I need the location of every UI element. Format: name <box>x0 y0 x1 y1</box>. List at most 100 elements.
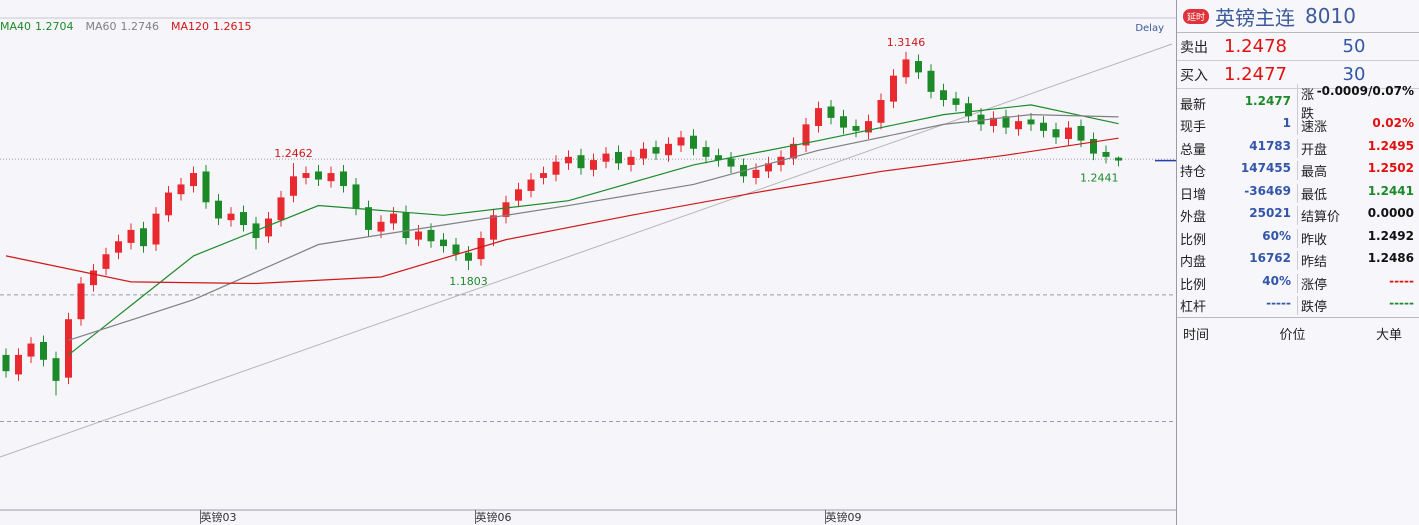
stats-cell: 跌停 ----- <box>1297 296 1419 316</box>
candle-body <box>540 173 547 178</box>
stat-label: 杠杆 <box>1180 300 1207 316</box>
stats-cell: 涨停 ----- <box>1297 273 1419 293</box>
stats-cell: 比例 60% <box>1177 229 1297 248</box>
candle-body <box>1077 125 1085 141</box>
stats-cell: 持仓 147455 <box>1177 161 1297 180</box>
price-annotation: 1.2462 <box>274 147 313 160</box>
candle-body <box>140 228 147 247</box>
candle-body <box>665 143 672 156</box>
candle-body <box>1102 151 1110 157</box>
candle-body <box>652 147 660 154</box>
candle-body <box>52 358 60 381</box>
candle-body <box>27 343 35 357</box>
contract-code: 8010 <box>1305 4 1356 28</box>
stat-label: 总量 <box>1180 142 1207 158</box>
candle-body <box>477 238 485 260</box>
candle-body <box>202 171 210 203</box>
candle-body <box>1002 116 1010 128</box>
stats-cell: 总量 41783 <box>1177 139 1297 158</box>
stat-value: 1.2495 <box>1367 138 1414 153</box>
candle-body <box>552 161 560 175</box>
stat-label: 速涨 <box>1301 120 1328 136</box>
candle-body <box>227 213 235 221</box>
candle-body <box>565 156 572 164</box>
candle-body <box>977 114 985 125</box>
candle-body <box>65 319 72 378</box>
legend-value: 1.2746 <box>121 20 160 33</box>
candle-body <box>427 229 435 242</box>
candle-body <box>640 148 647 159</box>
ask-price: 1.2478 <box>1224 36 1287 57</box>
candle-body <box>402 212 410 239</box>
candle-body <box>15 354 22 375</box>
candle-body <box>365 207 372 230</box>
column-header: 价位 <box>1279 328 1306 343</box>
candle-body <box>440 239 447 247</box>
candle-body <box>577 155 585 169</box>
candle-body <box>927 70 935 92</box>
stat-label: 最低 <box>1301 187 1328 203</box>
bid-label: 买入 <box>1180 67 1208 84</box>
candle-body <box>702 147 710 157</box>
stat-value: ----- <box>1389 296 1414 311</box>
candle-body <box>765 163 772 172</box>
stats-cell: 杠杆 ----- <box>1177 296 1297 315</box>
candle-body <box>890 75 897 102</box>
candle-body <box>1090 138 1097 154</box>
stat-label: 涨停 <box>1301 277 1328 293</box>
candlestick-chart: Delay 英镑03 英镑06 英镑09 MA40 1.2704 MA60 1.2746 MA… <box>0 17 1176 524</box>
quote-header: 延时 英镑主连 8010 <box>1177 0 1419 33</box>
ask-label: 卖出 <box>1180 39 1208 56</box>
stats-cell: 日增 -36469 <box>1177 184 1297 203</box>
candle-body <box>90 270 97 286</box>
legend-name: MA40 <box>0 20 31 33</box>
ask-row: 卖出 1.2478 50 <box>1177 33 1419 61</box>
bid-price: 1.2477 <box>1224 64 1287 85</box>
candle-body <box>615 151 622 164</box>
price-annotation: 1.3146 <box>887 36 926 49</box>
price-annotation: 1.1803 <box>449 275 488 288</box>
candle-body <box>940 90 947 100</box>
stats-cell: 昨收 1.2492 <box>1297 228 1419 248</box>
candle-body <box>965 103 972 117</box>
contract-name: 英镑主连 <box>1215 5 1296 30</box>
candle-body <box>1040 122 1047 131</box>
stats-row: 现手 1 速涨 0.02% <box>1177 115 1419 138</box>
candle-body <box>915 61 922 73</box>
stat-value: 41783 <box>1249 138 1291 153</box>
stat-label: 日增 <box>1180 187 1207 203</box>
stats-row: 外盘 25021 结算价 0.0000 <box>1177 205 1419 228</box>
stats-cell: 比例 40% <box>1177 274 1297 293</box>
stat-value: 60% <box>1262 228 1291 243</box>
stats-cell: 内盘 16762 <box>1177 251 1297 270</box>
candle-body <box>127 229 135 243</box>
delay-badge: 延时 <box>1183 8 1210 24</box>
stat-label: 现手 <box>1180 120 1207 136</box>
bid-volume: 30 <box>1342 64 1366 85</box>
stat-label: 外盘 <box>1180 210 1207 226</box>
candle-body <box>852 125 860 131</box>
candle-body <box>77 283 85 320</box>
candle-body <box>377 221 385 232</box>
stats-cell: 现手 1 <box>1177 116 1297 135</box>
candle-body <box>1027 119 1035 125</box>
stat-value: ----- <box>1266 296 1291 311</box>
stats-row: 比例 40% 涨停 ----- <box>1177 272 1419 295</box>
price-annotation: 1.2441 <box>1080 171 1119 184</box>
candle-body <box>515 189 522 201</box>
stats-table: 最新 1.2477 涨跌 -0.0009/0.07% 现手 1 速涨 0.02% 总量 41783… <box>1177 84 1419 318</box>
stats-row: 持仓 147455 最高 1.2502 <box>1177 160 1419 183</box>
stat-label: 比例 <box>1180 277 1207 293</box>
candle-body <box>627 156 635 165</box>
legend-value: 1.2704 <box>35 20 74 33</box>
moving-average-line <box>68 114 1119 341</box>
stats-cell: 昨结 1.2486 <box>1297 251 1419 271</box>
candle-body <box>290 176 297 196</box>
candle-body <box>815 108 822 126</box>
candle-body <box>190 173 197 187</box>
stat-label: 结算价 <box>1301 210 1341 226</box>
stats-cell: 最高 1.2502 <box>1297 161 1419 181</box>
stat-value: 40% <box>1262 273 1291 288</box>
legend-value: 1.2615 <box>213 20 252 33</box>
candle-body <box>327 173 335 182</box>
